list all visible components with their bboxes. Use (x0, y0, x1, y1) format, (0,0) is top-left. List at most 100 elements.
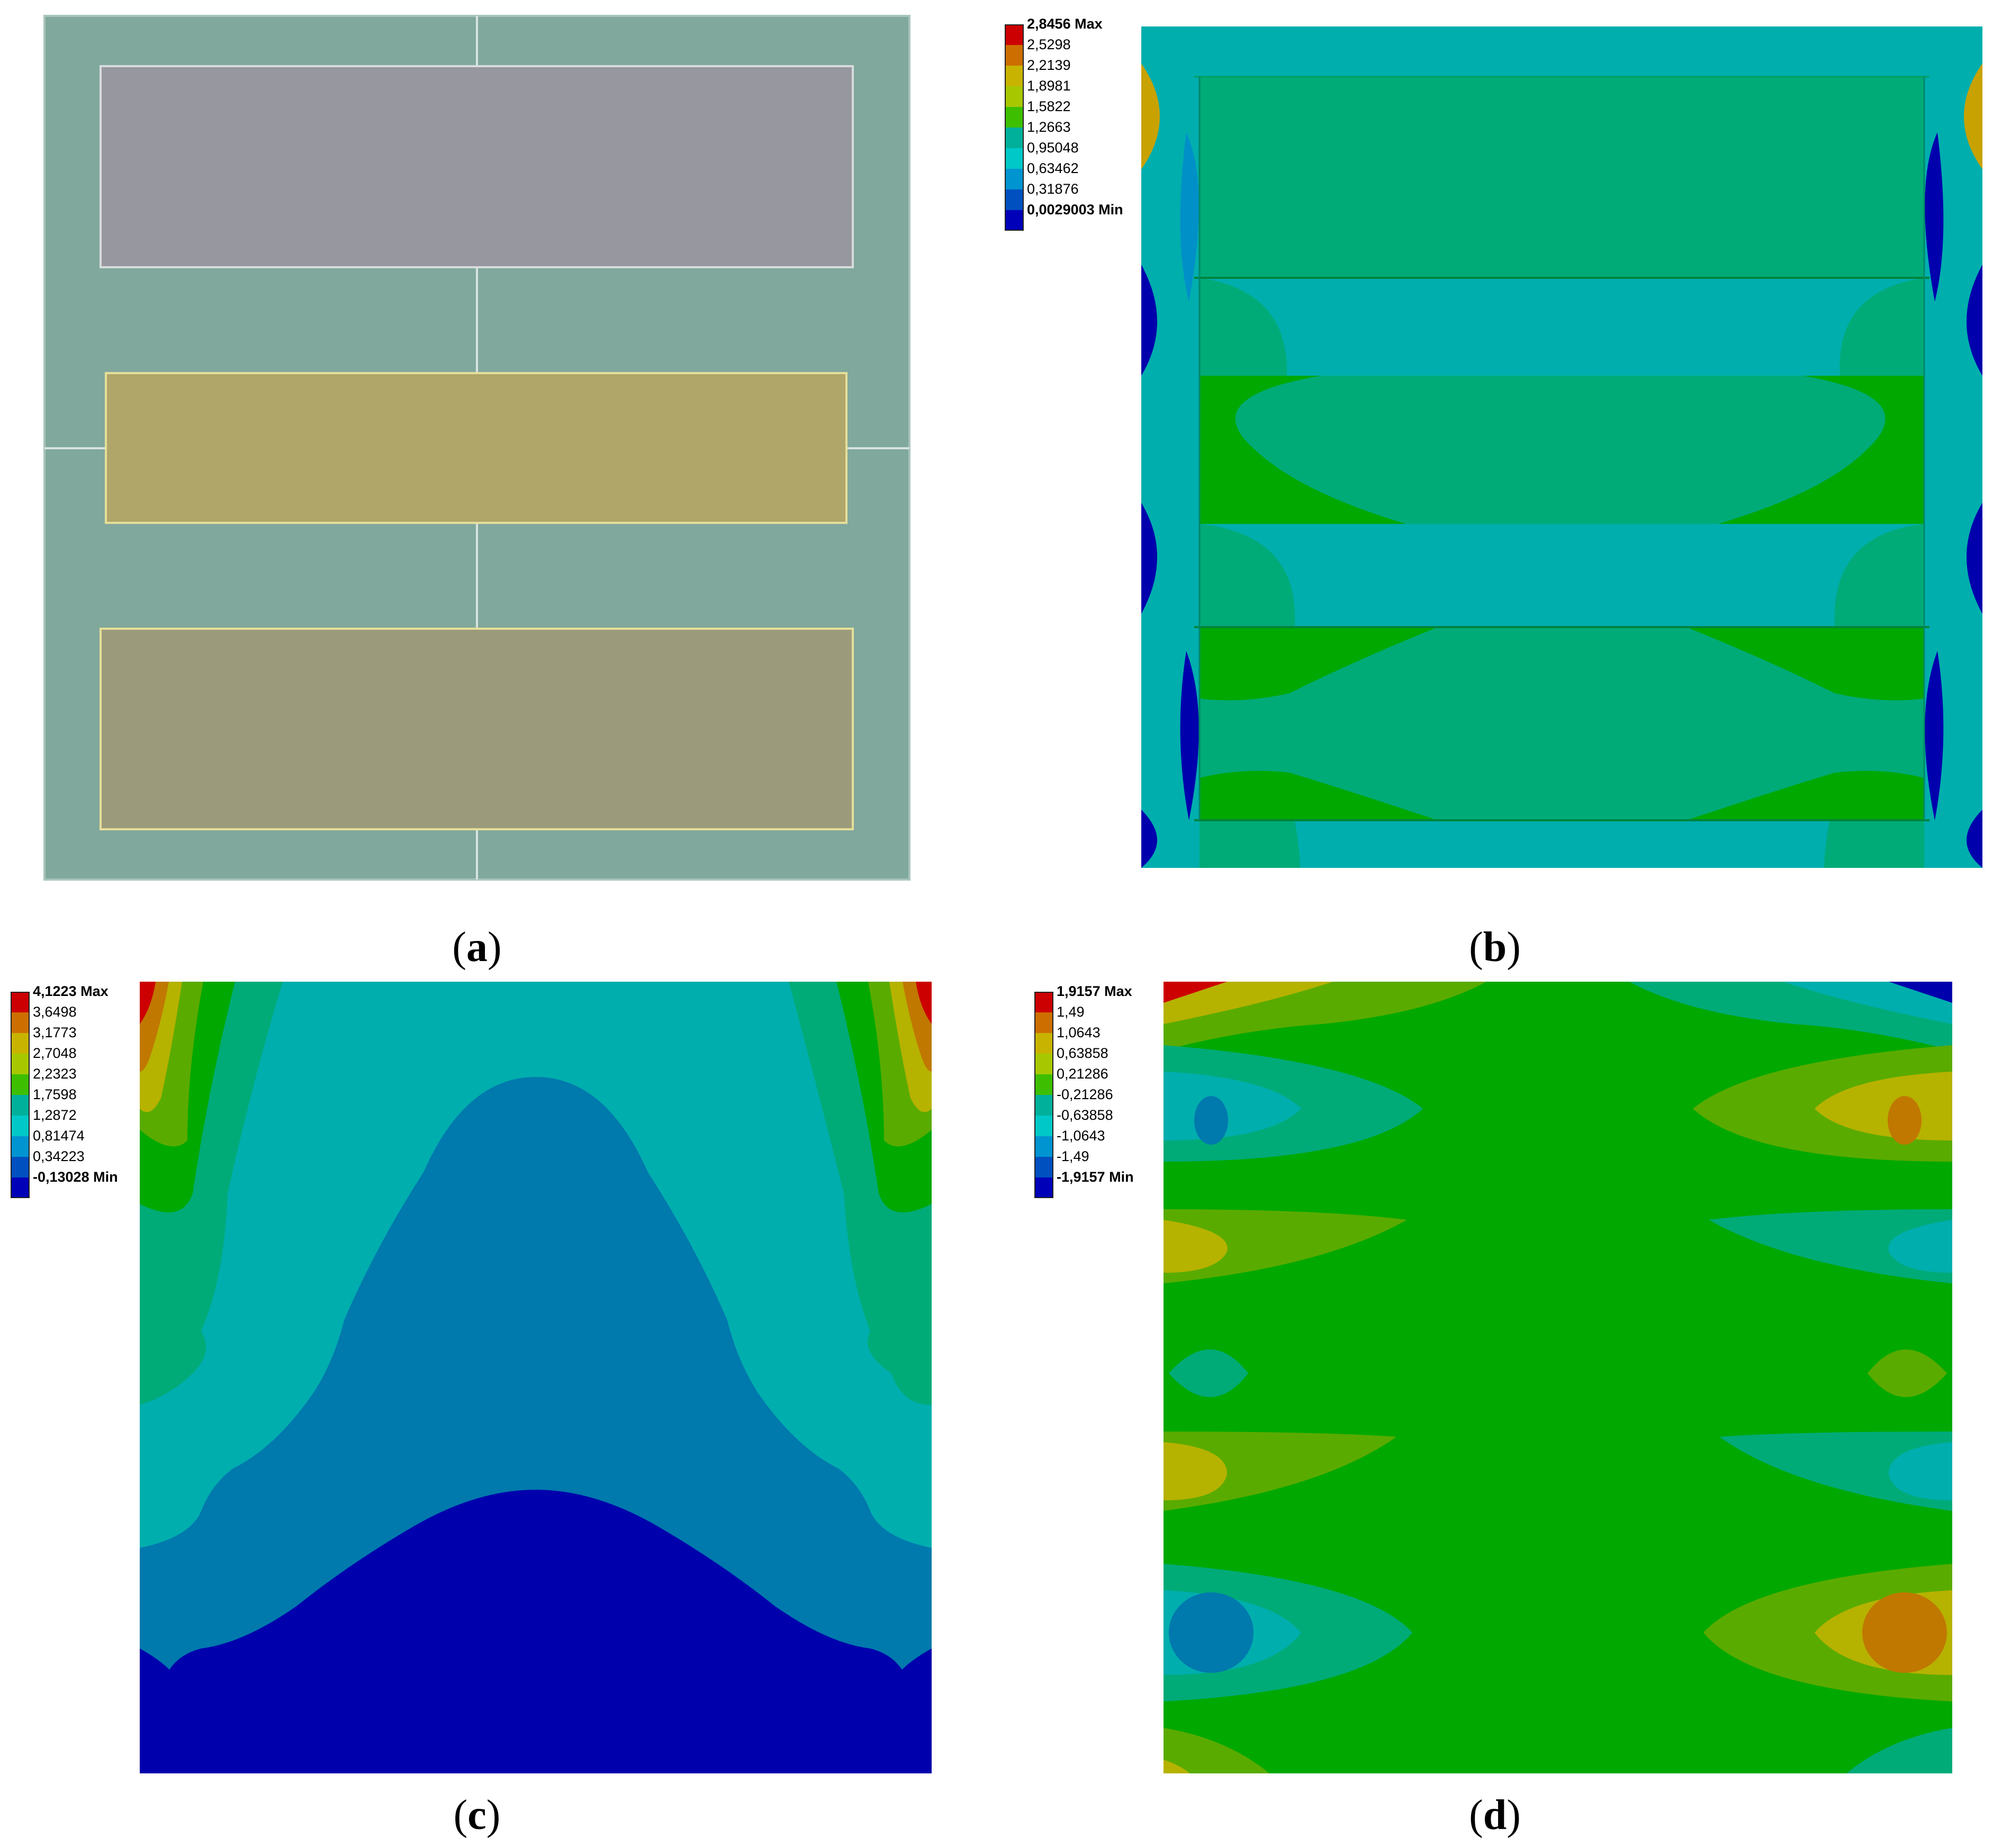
right-lobe-4-core (1889, 1442, 1952, 1500)
legend-level-label: 2,7048 (33, 1045, 77, 1061)
legend-level-label: -0,21286 (1057, 1086, 1113, 1102)
left-lobe-5-core (1169, 1592, 1253, 1673)
legend-b: 2,8456 Max 2,5298 2,2139 1,8981 1,5822 1,2663… (1005, 16, 1142, 231)
edge-lobe-left-6 (1180, 651, 1199, 820)
left-red (140, 982, 156, 1024)
legend-c-swatch-8 (11, 1157, 30, 1177)
right-lobe-1-core (1888, 1096, 1922, 1145)
caption-b: (b) (1469, 924, 1521, 971)
legend-c-swatch-1 (11, 1012, 30, 1033)
legend-c-swatch-7 (11, 1136, 30, 1157)
legend-d-swatch-1 (1034, 1012, 1053, 1033)
legend-max-label: 1,9157 Max (1057, 983, 1132, 999)
legend-level-label: -1,49 (1057, 1148, 1089, 1164)
legend-d-swatch-3 (1034, 1054, 1053, 1074)
edge-lobe-right-3 (1967, 503, 1982, 614)
legend-d-swatch-9 (1034, 1177, 1053, 1198)
legend-level-label: -0,63858 (1057, 1107, 1113, 1123)
legend-level-label: -1,0643 (1057, 1128, 1105, 1144)
legend-b-swatch-3 (1005, 86, 1024, 107)
legend-b-swatch-1 (1005, 45, 1024, 66)
edge-lobe-right-6 (1925, 651, 1944, 820)
left-lobe-4-outer (1164, 1432, 1396, 1511)
legend-d-swatch-5 (1034, 1095, 1053, 1116)
legend-level-label: 1,2663 (1027, 119, 1071, 135)
top-right-blue (1889, 982, 1952, 1003)
legend-min-label: -0,13028 Min (33, 1169, 118, 1185)
lower-gap-right-lobe (1834, 524, 1924, 627)
upper-plate (1200, 77, 1924, 278)
bottom-cap-right-lobe (1824, 820, 1924, 868)
legend-level-label: 1,7598 (33, 1086, 77, 1102)
right-red (916, 982, 932, 1024)
right-lobe-2-core (1888, 1220, 1952, 1273)
top-cap-band (1200, 26, 1924, 77)
edge-lobe-left-5 (1180, 132, 1199, 302)
edge-lobe-right-1 (1964, 64, 1982, 169)
legend-level-label: 1,0643 (1057, 1025, 1101, 1040)
edge-lobe-left-4 (1141, 810, 1157, 868)
lower-plate-top-left (1200, 627, 1438, 701)
bottom-right-band (1846, 1728, 1952, 1773)
left-lobe-4-core (1164, 1442, 1227, 1500)
legend-c-swatch-2 (11, 1033, 30, 1054)
legend-c: 4,1223 Max 3,6498 3,1773 2,7048 2,2323 1,7598… (11, 983, 143, 1198)
legend-d-swatch-2 (1034, 1033, 1053, 1054)
legend-d-swatch-7 (1034, 1136, 1053, 1157)
legend-b-swatch-9 (1005, 210, 1024, 231)
lower-plate-bottom-right (1687, 771, 1924, 820)
bottom-left-band (1164, 1728, 1269, 1773)
legend-min-label: -1,9157 Min (1057, 1169, 1134, 1185)
legend-level-label: 3,6498 (33, 1004, 77, 1020)
legend-level-label: 2,5298 (1027, 37, 1071, 52)
left-lobe-2-outer (1164, 1209, 1407, 1283)
legend-d-swatch-0 (1034, 992, 1053, 1012)
legend-level-label: 0,34223 (33, 1148, 85, 1164)
edge-lobe-left-3 (1141, 503, 1157, 614)
legend-level-label: 2,2139 (1027, 57, 1071, 73)
right-lobe-4-outer (1719, 1432, 1952, 1511)
legend-level-label: 1,2872 (33, 1107, 77, 1123)
bottom-cap-left-lobe (1200, 820, 1300, 868)
legend-level-label: 0,31876 (1027, 181, 1079, 197)
legend-level-label: 1,8981 (1027, 78, 1071, 94)
caption-a: (a) (452, 924, 502, 971)
legend-level-label: 0,21286 (1057, 1066, 1108, 1082)
top-rectangle (100, 65, 854, 268)
legend-b-swatch-2 (1005, 66, 1024, 86)
top-right-teal (1783, 982, 1952, 1024)
legend-c-swatch-4 (11, 1074, 30, 1095)
legend-level-label: 2,2323 (33, 1066, 77, 1082)
legend-d-swatch-8 (1034, 1157, 1053, 1177)
legend-level-label: 1,5822 (1027, 98, 1071, 114)
right-lobe-5-core (1862, 1592, 1947, 1673)
edge-lobe-right-2 (1967, 265, 1982, 376)
top-left-red (1164, 982, 1227, 1003)
legend-b-swatch-0 (1005, 24, 1024, 45)
upper-gap-right-lobe (1839, 278, 1924, 376)
legend-b-swatch-4 (1005, 107, 1024, 128)
upper-gap-band (1200, 278, 1924, 376)
right-lobe-3 (1868, 1349, 1947, 1397)
middle-left-green (1200, 376, 1406, 524)
legend-b-swatch-8 (1005, 189, 1024, 210)
legend-d: 1,9157 Max 1,49 1,0643 0,63858 0,21286 -0,212… (1034, 983, 1167, 1198)
panel-c-contour (140, 982, 932, 1773)
upper-gap-left-lobe (1200, 278, 1287, 376)
bottom-left-yellow (1164, 1760, 1190, 1773)
caption-d: (d) (1469, 1792, 1521, 1838)
legend-b-swatch-6 (1005, 148, 1024, 169)
left-lobe-2-core (1164, 1220, 1228, 1273)
legend-d-swatch-6 (1034, 1116, 1053, 1136)
top-left-yellow (1164, 982, 1333, 1024)
legend-level-label: 0,95048 (1027, 140, 1079, 156)
legend-min-label: 0,0029003 Min (1027, 202, 1123, 218)
middle-right-green (1718, 376, 1924, 524)
panel-b-contour (1141, 26, 1982, 868)
contour-plot-b (1141, 26, 1982, 868)
legend-d-swatch-4 (1034, 1074, 1053, 1095)
panel-a-geometry (43, 15, 910, 881)
edge-lobe-left-2 (1141, 265, 1157, 376)
geometry-drawing (43, 15, 910, 881)
legend-c-swatch-9 (11, 1177, 30, 1198)
